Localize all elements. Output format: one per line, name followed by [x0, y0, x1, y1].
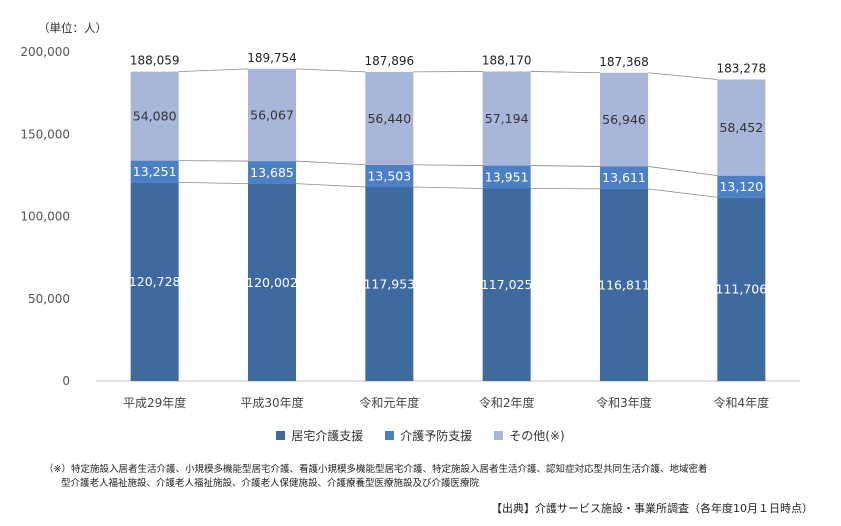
bar-segment [600, 72, 648, 167]
bar-total-label: 188,059 [130, 54, 180, 68]
bar-segment [482, 71, 531, 166]
bar-value-label: 13,120 [719, 179, 763, 194]
bar-total-label: 187,896 [365, 54, 415, 68]
bar-value-label: 13,951 [485, 170, 529, 185]
bar-segment [717, 175, 766, 198]
legend-item-kyotaku: 居宅介護支援 [276, 427, 363, 444]
source-note: 【出典】介護サービス施設・事業所調査（各年度10月１日時点） [491, 502, 813, 515]
series-connector-line [295, 160, 366, 166]
bar-total-label: 188,170 [482, 53, 532, 67]
bar-segment [365, 164, 414, 187]
series-connector-line [413, 164, 483, 166]
bar-segment [130, 182, 179, 381]
bar-segment [130, 160, 179, 183]
bar-segment [248, 68, 296, 162]
y-tick-label: 50,000 [28, 292, 70, 306]
x-tick-label: 令和4年度 [714, 395, 770, 410]
stacked-bar-chart: 0 50,000 100,000 150,000 200,000 120,728 13,25… [20, 45, 800, 410]
bar-value-label: 56,440 [367, 111, 411, 126]
bar-value-label: 13,503 [367, 168, 411, 183]
legend: 居宅介護支援 介護予防支援 その他(※) [0, 427, 841, 444]
series-connector-line [530, 165, 601, 167]
bar-value-label: 13,611 [602, 170, 646, 185]
x-tick-label: 令和2年度 [479, 395, 535, 410]
legend-item-yobo: 介護予防支援 [385, 427, 472, 444]
footnote-line1: （※）特定施設入居者生活介護、小規模多機能型居宅介護、看護小規模多機能型居宅介護… [44, 464, 708, 475]
series-connector-line [647, 166, 718, 177]
bar-total-label: 189,754 [247, 51, 297, 65]
series-connector-line [530, 71, 601, 74]
series-connector-line [413, 186, 483, 189]
bar-value-label: 120,728 [129, 274, 181, 289]
footnote: （※）特定施設入居者生活介護、小規模多機能型居宅介護、看護小規模多機能型居宅介護… [44, 463, 824, 491]
series-connector-line [295, 183, 366, 188]
bar-total-label: 187,368 [599, 55, 649, 69]
bar-segment [600, 166, 648, 189]
unit-label: （単位：人） [38, 21, 107, 35]
legend-label-other: その他(※) [509, 429, 565, 443]
bar-segment [482, 188, 531, 381]
bar-value-label: 13,251 [133, 164, 177, 179]
bar-value-label: 56,946 [602, 112, 646, 127]
bar-segment [482, 165, 531, 189]
bar-value-label: 56,067 [250, 107, 294, 122]
series-connector-line [178, 182, 249, 184]
legend-swatch-yobo [385, 431, 395, 440]
legend-label-yobo: 介護予防支援 [400, 429, 473, 443]
x-tick-label: 平成29年度 [123, 395, 186, 410]
legend-item-other: その他(※) [494, 427, 565, 444]
bar-segment [248, 183, 296, 381]
bar-value-label: 111,706 [715, 282, 767, 297]
legend-swatch-other [494, 431, 504, 440]
y-tick-label: 200,000 [20, 45, 70, 59]
legend-swatch-kyotaku [276, 431, 286, 440]
bar-value-label: 120,002 [246, 275, 298, 290]
series-connector-line [647, 188, 718, 198]
bar-value-label: 13,685 [250, 165, 294, 180]
bar-value-label: 58,452 [719, 120, 763, 135]
x-tick-label: 令和3年度 [596, 395, 652, 410]
y-tick-label: 0 [62, 374, 70, 388]
bar-segment [365, 186, 414, 381]
bar-value-label: 57,194 [485, 111, 529, 126]
bar-value-label: 54,080 [133, 109, 177, 124]
x-tick-label: 平成30年度 [240, 395, 303, 410]
legend-label-kyotaku: 居宅介護支援 [291, 429, 364, 443]
y-tick-label: 100,000 [20, 210, 70, 224]
bar-segment [717, 197, 766, 381]
x-tick-label: 令和元年度 [359, 395, 419, 410]
bar-segment [717, 79, 766, 176]
series-connector-line [178, 68, 249, 73]
bar-value-label: 116,811 [598, 277, 650, 292]
bar-segment [600, 188, 648, 381]
bar-value-label: 117,025 [481, 277, 533, 292]
y-tick-label: 150,000 [20, 127, 70, 141]
footnote-line2: 型介護老人福祉施設、介護老人福祉施設、介護老人保健施設、介護療養型医療施設及び介… [61, 478, 480, 489]
bar-segment [248, 161, 296, 184]
series-connector-line [647, 72, 718, 80]
bar-segment [365, 71, 414, 165]
bar-segment [130, 71, 179, 161]
series-connector-line [295, 68, 366, 73]
bar-total-label: 183,278 [717, 62, 767, 76]
bar-value-label: 117,953 [363, 276, 415, 291]
